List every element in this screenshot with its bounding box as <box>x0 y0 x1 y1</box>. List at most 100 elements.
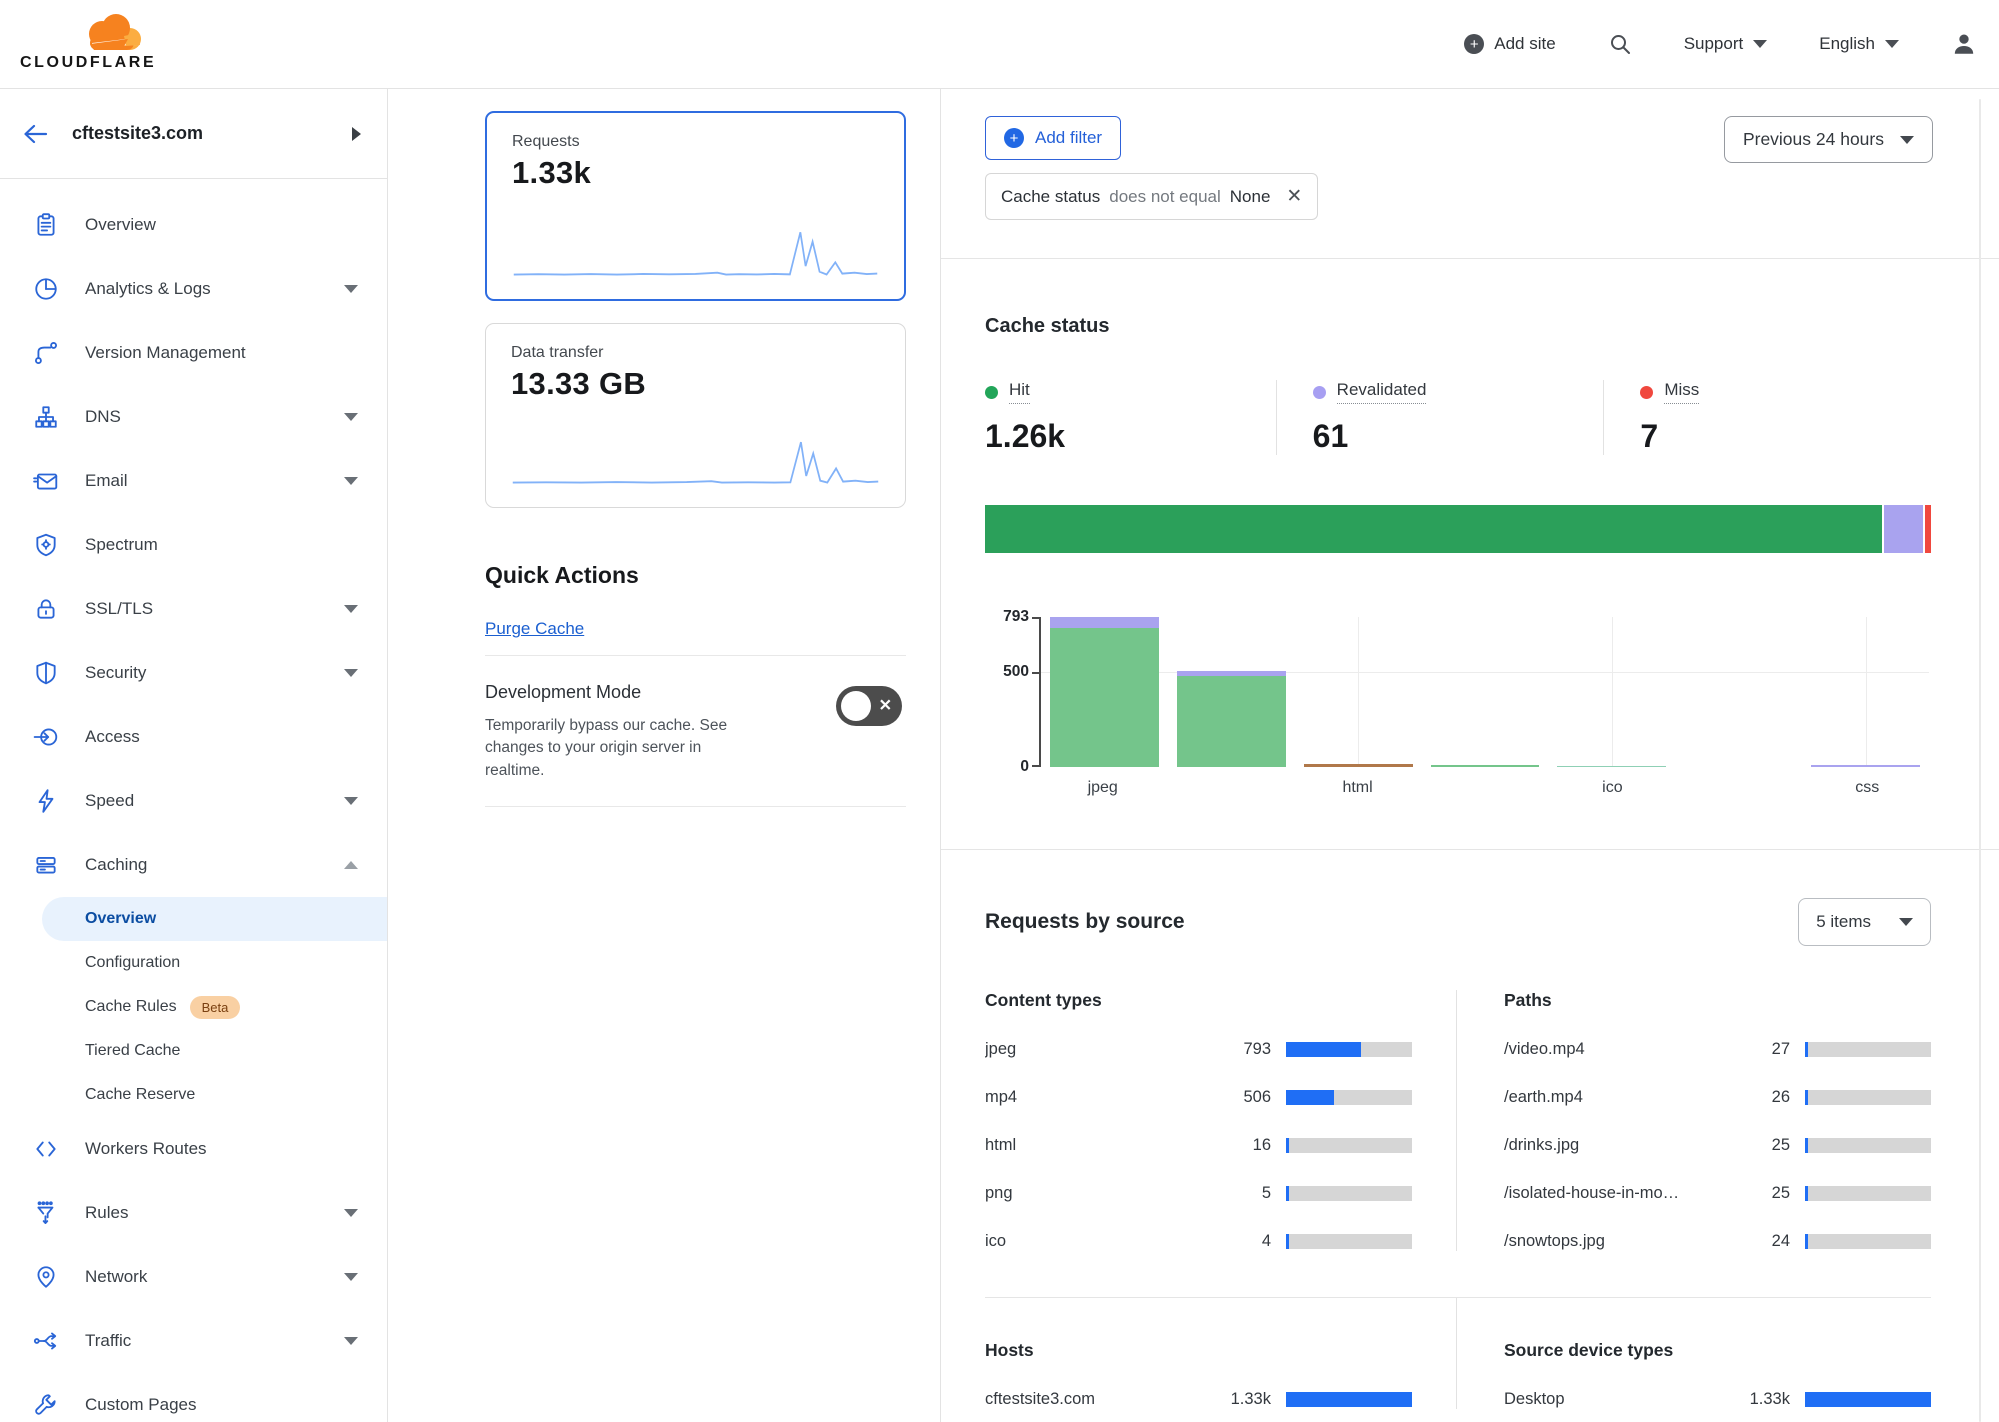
sidebar-subitem-cache-rules[interactable]: Cache Rules Beta <box>0 985 387 1029</box>
shield-sun-icon <box>36 533 56 557</box>
language-menu[interactable]: English <box>1819 34 1899 54</box>
filter-chip-value: None <box>1229 186 1271 206</box>
chevron-down-icon <box>344 1337 358 1345</box>
sidebar-subitem-configuration[interactable]: Configuration <box>85 954 181 971</box>
bar-fill <box>1805 1090 1808 1105</box>
sidebar-item-rules[interactable]: Rules <box>0 1181 387 1245</box>
sidebar-item-email[interactable]: Email <box>0 449 387 513</box>
top-header: CLOUDFLARE + Add site Support English <box>0 0 1999 88</box>
sidebar-item-access[interactable]: Access <box>0 705 387 769</box>
data-transfer-card-value: 13.33 GB <box>511 366 647 401</box>
sidebar-item-spectrum[interactable]: Spectrum <box>0 513 387 577</box>
cache-status-distribution-bar <box>985 505 1931 553</box>
time-range-label: Previous 24 hours <box>1742 129 1884 149</box>
development-mode-toggle[interactable]: ✕ <box>836 686 902 726</box>
bar-fill <box>1286 1090 1334 1105</box>
table-row: ico 4 <box>985 1232 1412 1251</box>
sidebar-item-workers-routes[interactable]: Workers Routes <box>0 1117 387 1181</box>
bar-fill <box>1805 1234 1808 1249</box>
sidebar-item-dns[interactable]: DNS <box>0 385 387 449</box>
x-tick-jpeg: jpeg <box>1087 779 1118 796</box>
envelope-icon <box>33 473 58 490</box>
sidebar-item-caching[interactable]: Caching <box>0 833 387 897</box>
support-label: Support <box>1683 34 1744 53</box>
toggle-knob <box>841 691 871 721</box>
bar-ico <box>1548 766 1675 767</box>
quick-actions-title: Quick Actions <box>485 562 639 588</box>
table-row: cftestsite3.com 1.33k <box>985 1390 1412 1409</box>
bar-track <box>1286 1138 1412 1153</box>
sidebar-item-overview[interactable]: Overview <box>0 193 387 257</box>
revalidated-label[interactable]: Revalidated <box>1336 380 1427 404</box>
revalidated-value: 61 <box>1312 418 1349 454</box>
sidebar-item-security[interactable]: Security <box>0 641 387 705</box>
bar-track <box>1286 1234 1412 1249</box>
sidebar-item-network[interactable]: Network <box>0 1245 387 1309</box>
paths-table: Paths /video.mp4 27 /earth.mp4 26 /drink… <box>1456 990 1931 1251</box>
chevron-down-icon <box>344 1273 358 1281</box>
sidebar-subitem-caching-overview[interactable]: Overview <box>42 897 387 941</box>
items-count-label: 5 items <box>1816 912 1871 931</box>
bar-fill <box>1805 1042 1808 1057</box>
gridline-ico <box>1611 617 1613 767</box>
bar-fill <box>1805 1392 1931 1407</box>
sidebar-item-custom-pages[interactable]: Custom Pages <box>0 1373 387 1422</box>
bar-fill <box>1286 1186 1289 1201</box>
language-label: English <box>1819 34 1875 53</box>
data-transfer-metric-card[interactable]: Data transfer 13.33 GB <box>485 323 906 508</box>
filter-chip-cache-status[interactable]: Cache status does not equal None ✕ <box>985 173 1319 220</box>
chevron-down-icon <box>344 477 358 485</box>
development-mode-description: Temporarily bypass our cache. See change… <box>485 717 728 779</box>
miss-label[interactable]: Miss <box>1664 380 1700 404</box>
server-stack-icon <box>36 857 56 874</box>
filter-chip-operator: does not equal <box>1109 186 1221 206</box>
table-row: /drinks.jpg 25 <box>1504 1136 1931 1155</box>
requests-metric-card[interactable]: Requests 1.33k <box>485 111 906 301</box>
bar-jpeg <box>1041 617 1168 767</box>
bar-track <box>1805 1234 1931 1249</box>
chevron-down-icon <box>1885 40 1899 48</box>
add-filter-button[interactable]: + Add filter <box>985 116 1122 160</box>
data-transfer-sparkline-chart <box>512 441 879 484</box>
requests-by-source-title: Requests by source <box>985 910 1185 933</box>
lightning-icon <box>38 789 54 813</box>
sidebar-item-analytics-logs[interactable]: Analytics & Logs <box>0 257 387 321</box>
metric-revalidated: Revalidated 61 <box>1275 380 1604 455</box>
hit-segment <box>985 505 1882 553</box>
support-menu[interactable]: Support <box>1684 34 1768 54</box>
chart-plot-area <box>1032 617 1929 767</box>
scrollbar-track[interactable] <box>1979 99 1981 1422</box>
paths-title: Paths <box>1504 990 1552 1010</box>
divider <box>941 258 1999 259</box>
time-range-dropdown[interactable]: Previous 24 hours <box>1723 116 1933 163</box>
pie-chart-icon <box>35 278 57 300</box>
chevron-down-icon <box>1899 918 1913 926</box>
plus-icon: + <box>1464 34 1485 54</box>
items-count-dropdown[interactable]: 5 items <box>1798 898 1931 946</box>
revalidated-segment <box>1881 505 1925 553</box>
data-transfer-card-label: Data transfer <box>511 344 604 361</box>
sidebar-item-traffic[interactable]: Traffic <box>0 1309 387 1373</box>
miss-dot-icon <box>1640 385 1654 399</box>
cloudflare-logo: CLOUDFLARE <box>18 8 178 80</box>
sidebar-item-speed[interactable]: Speed <box>0 769 387 833</box>
miss-segment <box>1924 505 1931 553</box>
sidebar-item-version-management[interactable]: Version Management <box>0 321 387 385</box>
purge-cache-link[interactable]: Purge Cache <box>485 619 585 638</box>
sidebar-subitem-cache-reserve[interactable]: Cache Reserve <box>85 1086 196 1103</box>
revalidated-dot-icon <box>1312 385 1326 399</box>
back-arrow-icon[interactable] <box>22 122 48 146</box>
metric-hit: Hit 1.26k <box>985 380 1276 455</box>
add-site-button[interactable]: + Add site <box>1464 34 1556 54</box>
sidebar-subitem-tiered-cache[interactable]: Tiered Cache <box>85 1042 181 1059</box>
x-tick-html: html <box>1342 779 1373 796</box>
chevron-right-icon[interactable] <box>352 126 361 141</box>
user-profile-icon[interactable] <box>1951 31 1977 57</box>
sidebar-item-ssl-tls[interactable]: SSL/TLS <box>0 577 387 641</box>
search-icon[interactable] <box>1608 32 1632 56</box>
hit-label[interactable]: Hit <box>1009 380 1030 404</box>
bar-track <box>1805 1138 1931 1153</box>
remove-filter-icon[interactable]: ✕ <box>1286 186 1303 207</box>
bar-track <box>1286 1392 1412 1407</box>
table-row: /isolated-house-in-mo… 25 <box>1504 1184 1931 1203</box>
